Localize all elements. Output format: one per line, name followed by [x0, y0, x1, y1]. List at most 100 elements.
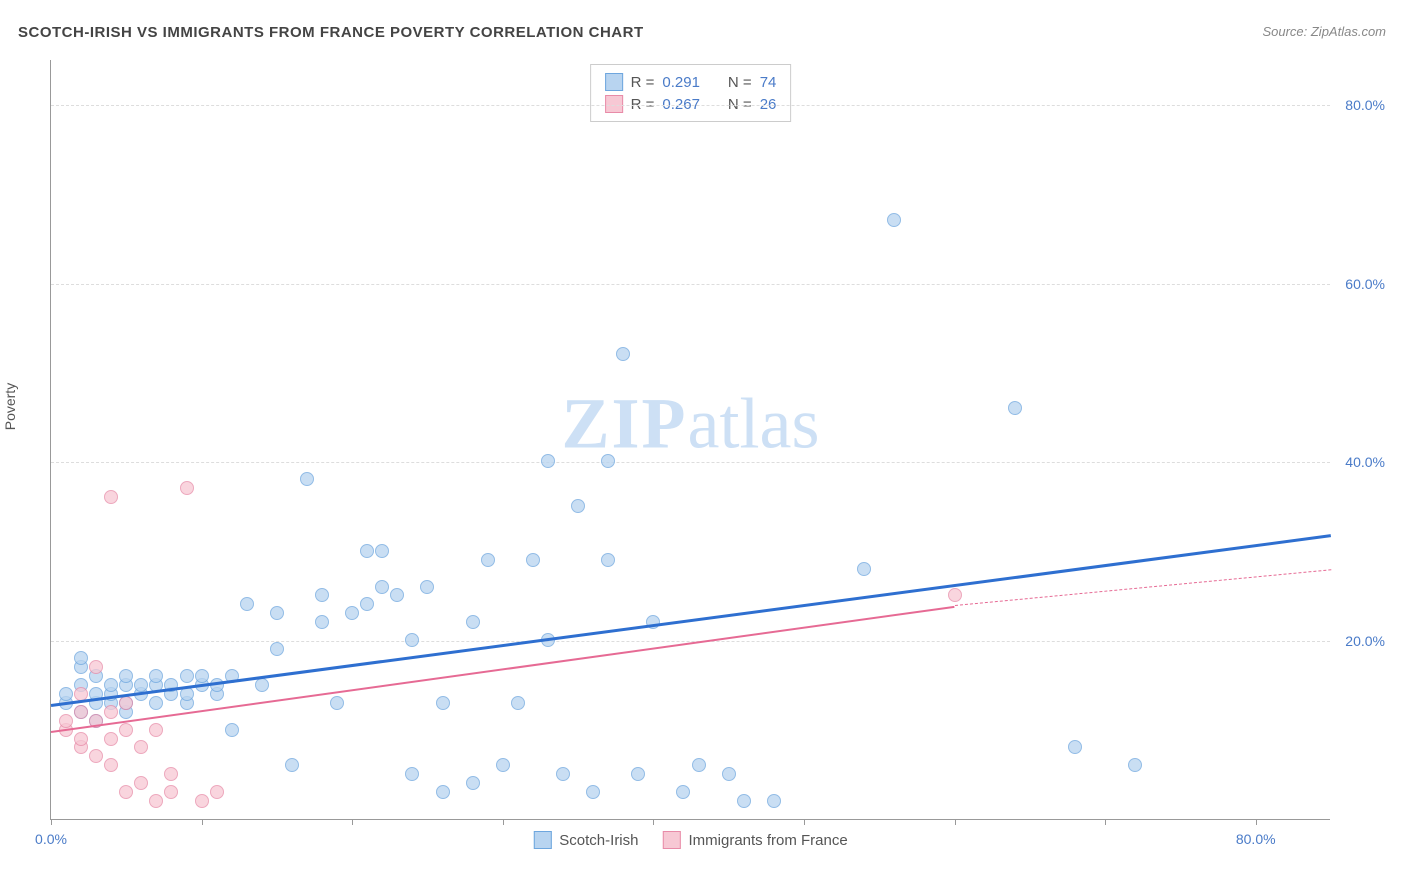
data-point: [405, 767, 419, 781]
legend-r-label: R =: [631, 74, 655, 91]
data-point: [436, 785, 450, 799]
data-point: [134, 776, 148, 790]
legend-correlation: R =0.291N =74R =0.267N =26: [590, 64, 792, 122]
data-point: [134, 678, 148, 692]
data-point: [180, 669, 194, 683]
legend-n-value: 74: [760, 74, 777, 91]
x-tick: [955, 819, 956, 825]
data-point: [887, 213, 901, 227]
data-point: [134, 740, 148, 754]
watermark-bold: ZIP: [562, 384, 688, 464]
plot-area: ZIPatlas R =0.291N =74R =0.267N =26 Scot…: [50, 60, 1330, 820]
gridline: [51, 284, 1330, 285]
data-point: [74, 651, 88, 665]
data-point: [405, 633, 419, 647]
legend-n-label: N =: [728, 74, 752, 91]
data-point: [270, 606, 284, 620]
data-point: [616, 347, 630, 361]
data-point: [164, 767, 178, 781]
data-point: [240, 597, 254, 611]
data-point: [586, 785, 600, 799]
data-point: [601, 553, 615, 567]
data-point: [104, 732, 118, 746]
y-tick-label: 40.0%: [1345, 454, 1385, 470]
legend-series: Scotch-IrishImmigrants from France: [533, 831, 847, 849]
data-point: [857, 562, 871, 576]
data-point: [149, 696, 163, 710]
data-point: [195, 669, 209, 683]
data-point: [375, 544, 389, 558]
data-point: [556, 767, 570, 781]
data-point: [541, 454, 555, 468]
x-tick-label: 0.0%: [35, 831, 67, 847]
data-point: [345, 606, 359, 620]
data-point: [390, 588, 404, 602]
data-point: [300, 472, 314, 486]
data-point: [375, 580, 389, 594]
x-tick-label: 80.0%: [1236, 831, 1276, 847]
data-point: [722, 767, 736, 781]
legend-swatch: [605, 73, 623, 91]
legend-swatch: [533, 831, 551, 849]
data-point: [119, 696, 133, 710]
legend-series-item: Immigrants from France: [663, 831, 848, 849]
x-tick: [653, 819, 654, 825]
y-tick-label: 80.0%: [1345, 97, 1385, 113]
data-point: [767, 794, 781, 808]
x-tick: [804, 819, 805, 825]
data-point: [119, 723, 133, 737]
data-point: [195, 794, 209, 808]
data-point: [89, 749, 103, 763]
data-point: [119, 785, 133, 799]
legend-row: R = 0.291 N = 74: [605, 71, 777, 93]
data-point: [692, 758, 706, 772]
data-point: [1068, 740, 1082, 754]
data-point: [89, 660, 103, 674]
x-tick: [1256, 819, 1257, 825]
data-point: [59, 687, 73, 701]
watermark-rest: atlas: [688, 384, 820, 464]
data-point: [255, 678, 269, 692]
x-tick: [51, 819, 52, 825]
data-point: [1128, 758, 1142, 772]
y-tick-label: 60.0%: [1345, 276, 1385, 292]
data-point: [59, 714, 73, 728]
data-point: [526, 553, 540, 567]
data-point: [948, 588, 962, 602]
data-point: [466, 615, 480, 629]
data-point: [104, 705, 118, 719]
trendline: [954, 570, 1331, 607]
x-tick: [202, 819, 203, 825]
data-point: [496, 758, 510, 772]
data-point: [164, 785, 178, 799]
data-point: [104, 490, 118, 504]
x-tick: [1105, 819, 1106, 825]
data-point: [149, 669, 163, 683]
data-point: [436, 696, 450, 710]
data-point: [315, 588, 329, 602]
data-point: [315, 615, 329, 629]
data-point: [466, 776, 480, 790]
data-point: [210, 785, 224, 799]
legend-r-value: 0.291: [662, 74, 700, 91]
data-point: [1008, 401, 1022, 415]
y-tick-label: 20.0%: [1345, 633, 1385, 649]
source-attribution: Source: ZipAtlas.com: [1262, 24, 1386, 39]
data-point: [74, 705, 88, 719]
trendline: [51, 534, 1331, 706]
data-point: [481, 553, 495, 567]
data-point: [601, 454, 615, 468]
data-point: [225, 723, 239, 737]
data-point: [149, 794, 163, 808]
data-point: [676, 785, 690, 799]
data-point: [631, 767, 645, 781]
watermark: ZIPatlas: [562, 383, 820, 466]
data-point: [360, 544, 374, 558]
data-point: [330, 696, 344, 710]
data-point: [180, 481, 194, 495]
data-point: [285, 758, 299, 772]
data-point: [571, 499, 585, 513]
data-point: [74, 732, 88, 746]
legend-swatch: [663, 831, 681, 849]
data-point: [119, 669, 133, 683]
